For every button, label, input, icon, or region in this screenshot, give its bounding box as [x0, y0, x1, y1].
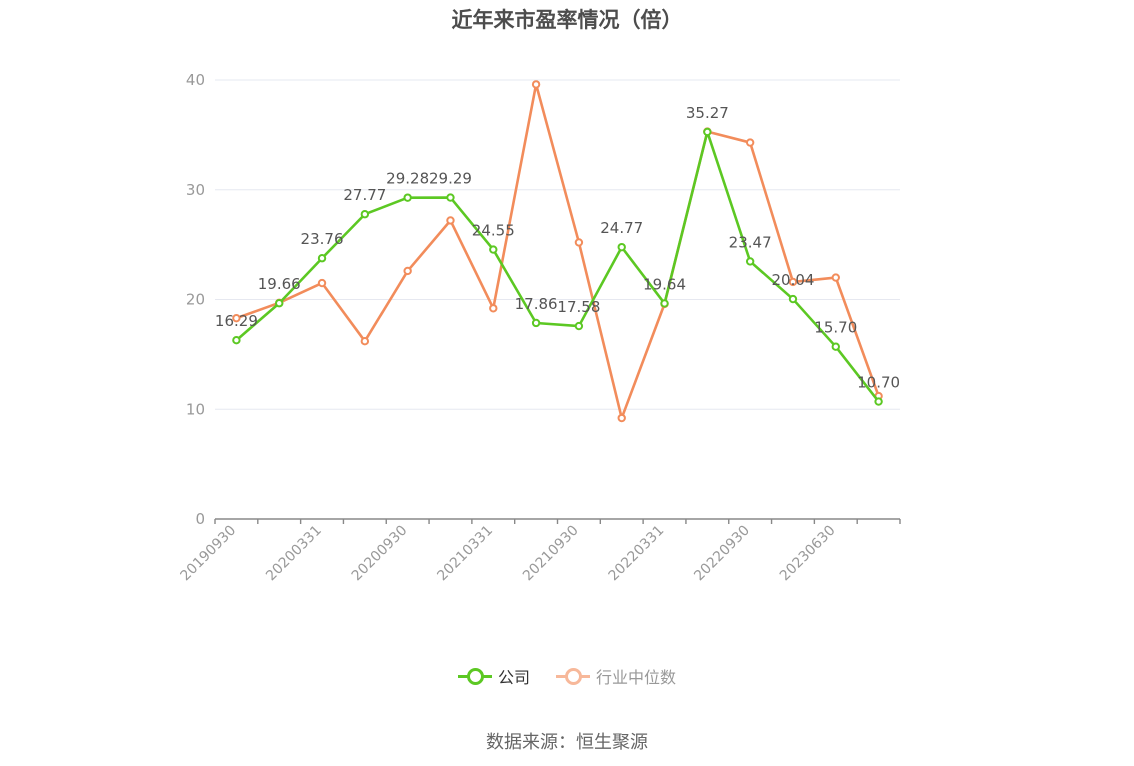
legend-company-label: 公司 — [497, 668, 530, 687]
data-label-company-12: 23.47 — [729, 233, 772, 251]
series-0-point-9 — [617, 242, 626, 252]
series-0-point-5 — [446, 193, 455, 202]
series-1-point-12 — [745, 138, 755, 147]
data-label-company-4: 29.28 — [386, 170, 429, 188]
y-tick-label-40: 40 — [186, 71, 205, 89]
y-tick-label-20: 20 — [186, 291, 205, 309]
series-1-point-14 — [831, 273, 840, 282]
legend-company-line-icon — [457, 666, 492, 686]
grid-layer — [215, 79, 900, 410]
series-0-point-11 — [703, 127, 712, 137]
x-tick-label-20190930: 20190930 — [178, 523, 240, 585]
data-label-company-6: 24.55 — [472, 222, 515, 240]
series-0-point-2 — [317, 254, 327, 263]
series-1-point-4 — [403, 266, 412, 276]
series-1-point-8 — [574, 238, 584, 247]
y-tick-label-30: 30 — [186, 181, 205, 199]
x-tick-label-20200331: 20200331 — [263, 523, 325, 585]
series-1-point-7 — [531, 80, 541, 89]
data-label-company-8: 17.58 — [557, 298, 600, 316]
series-1-point-5 — [446, 216, 455, 225]
series-0-point-10 — [660, 299, 669, 308]
series-line-0 — [235, 130, 880, 403]
series-1-point-13 — [788, 277, 798, 287]
data-label-company-0: 16.29 — [215, 312, 258, 330]
series-1-point-2 — [317, 278, 327, 288]
data-label-company-2: 23.76 — [301, 230, 344, 248]
series-line-1 — [235, 83, 880, 420]
series-0-point-0 — [232, 336, 241, 345]
x-tick-label-20210331: 20210331 — [434, 523, 496, 585]
series-0-point-1 — [275, 299, 284, 308]
y-tick-label-0: 0 — [195, 510, 205, 528]
series-1-point-9 — [617, 413, 626, 423]
legend-item-industry-median[interactable]: 行业中位数 — [556, 664, 676, 688]
x-tick-label-20230630: 20230630 — [777, 523, 839, 585]
data-label-company-15: 10.70 — [857, 374, 900, 392]
data-label-company-13: 20.04 — [771, 271, 814, 289]
series-0-point-13 — [788, 294, 798, 304]
series-0-point-8 — [574, 321, 584, 331]
legend-industry-median-line-icon — [556, 666, 590, 686]
series-1-point-3 — [360, 337, 370, 346]
x-tick-label-20220930: 20220930 — [691, 523, 753, 585]
y-tick-label-10: 10 — [186, 400, 205, 418]
axis-layer: 0 10 20 30 40 20190930 20200331 20200930 2021033… — [178, 71, 901, 585]
data-label-company-5: 29.29 — [429, 170, 472, 188]
series-0-point-14 — [831, 342, 840, 351]
data-label-company-3: 27.77 — [343, 186, 386, 204]
data-label-company-10: 19.64 — [643, 275, 686, 293]
series-0-point-15 — [874, 397, 883, 406]
data-label-company-7: 17.86 — [515, 295, 558, 313]
series-1-point-6 — [489, 304, 498, 313]
data-source-note: 数据来源：恒生聚源 — [486, 732, 648, 753]
series-layer — [232, 80, 883, 423]
chart-title: 近年来市盈率情况（倍） — [451, 8, 683, 32]
x-tick-label-20220331: 20220331 — [606, 523, 668, 585]
legend-industry-median-label: 行业中位数 — [596, 668, 677, 687]
series-0-point-3 — [360, 210, 370, 219]
data-label-company-11: 35.27 — [686, 104, 729, 122]
series-0-point-4 — [403, 193, 412, 202]
legend-item-company[interactable]: 公司 — [457, 664, 530, 688]
x-tick-label-20210930: 20210930 — [520, 523, 582, 585]
x-tick-label-20200930: 20200930 — [349, 523, 411, 585]
data-label-company-9: 24.77 — [600, 219, 643, 237]
data-label-company-1: 19.66 — [258, 275, 301, 293]
legend: 公司 行业中位数 — [0, 664, 1134, 688]
series-0-point-6 — [489, 245, 498, 254]
data-label-company-14: 15.70 — [814, 319, 857, 337]
series-0-point-7 — [531, 318, 541, 328]
series-0-point-12 — [745, 257, 755, 266]
series-1-point-0 — [232, 313, 241, 323]
